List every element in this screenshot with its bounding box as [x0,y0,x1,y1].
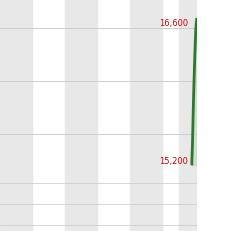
Bar [179,181,197,231]
Bar [65,0,97,181]
Bar [0,0,32,181]
Text: 16,600: 16,600 [159,19,188,28]
Text: 15,200: 15,200 [159,157,188,166]
Bar [0,181,32,231]
Bar [65,181,97,231]
Bar [179,0,197,181]
Bar [130,181,162,231]
Bar [130,0,162,181]
